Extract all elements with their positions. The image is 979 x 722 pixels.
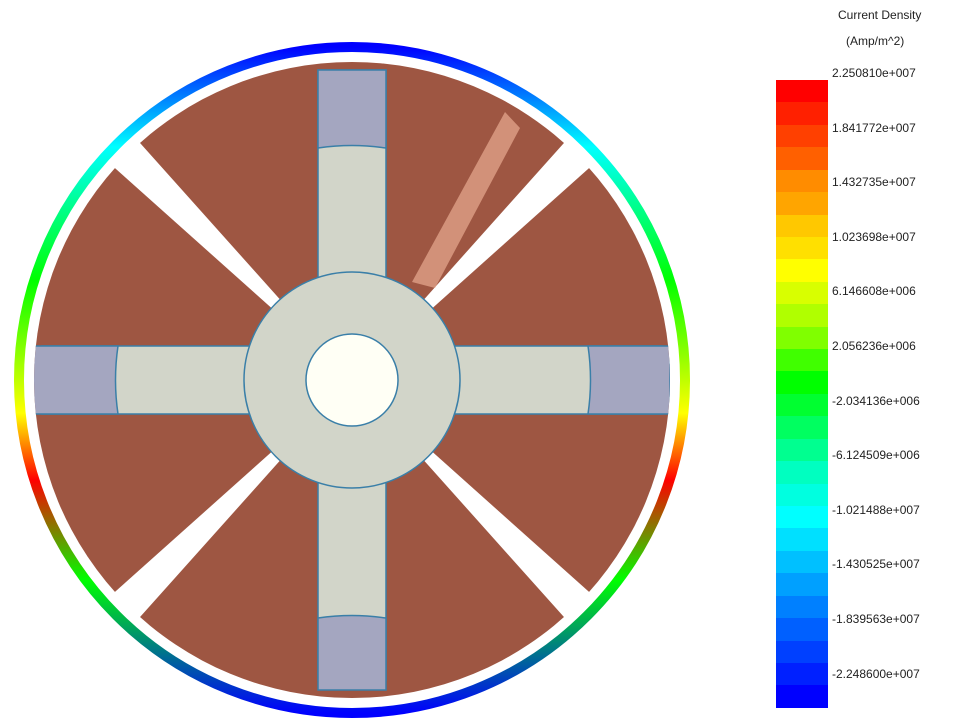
color-bar-band (776, 483, 828, 507)
legend-tick-label: 2.250810e+007 (832, 66, 916, 80)
color-bar (776, 80, 828, 708)
color-bar-band (776, 528, 828, 551)
legend-tick-label: -2.248600e+007 (832, 666, 920, 681)
color-bar-band (776, 662, 828, 686)
color-bar-band (776, 214, 828, 237)
color-bar-band (776, 618, 828, 641)
legend-tick-label: 6.146608e+006 (832, 284, 916, 299)
color-bar-band (776, 393, 828, 417)
legend-tick-label: 2.056236e+006 (832, 339, 916, 353)
legend-tick-label: 1.841772e+007 (832, 120, 916, 135)
legend-tick-label: 1.023698e+007 (832, 229, 916, 244)
color-bar-band (776, 102, 828, 125)
outer-ring (14, 42, 690, 718)
color-bar-band (776, 573, 828, 596)
color-bar-band (776, 550, 828, 574)
color-bar-band (776, 461, 828, 484)
color-bar-band (776, 147, 828, 170)
color-bar-band (776, 640, 828, 663)
color-bar-band (776, 259, 828, 282)
color-bar-band (776, 349, 828, 372)
color-bar-band (776, 236, 828, 260)
color-bar-band (776, 80, 828, 103)
motor-cross-section (14, 42, 690, 718)
color-bar-band (776, 304, 828, 327)
color-bar-band (776, 326, 828, 350)
legend-tick-label: -2.034136e+006 (832, 393, 920, 408)
color-bar-band (776, 506, 828, 529)
legend-tick-label: -1.021488e+007 (832, 502, 920, 517)
legend-tick-label: 1.432735e+007 (832, 175, 916, 190)
color-bar-band (776, 169, 828, 193)
color-bar-band (776, 595, 828, 619)
color-bar-band (776, 438, 828, 462)
legend-tick-label: -6.124509e+006 (832, 448, 920, 463)
legend-tick-label: -1.430525e+007 (832, 557, 920, 572)
slots (34, 69, 670, 691)
color-bar-band (776, 192, 828, 215)
color-bar-band (776, 371, 828, 394)
color-bar-band (776, 416, 828, 439)
color-bar-band (776, 124, 828, 148)
color-bar-band (776, 281, 828, 305)
hub-cross (41, 69, 663, 681)
legend-tick-label: -1.839563e+007 (832, 612, 920, 626)
legend-title: Current Density (838, 8, 922, 22)
center-hole (305, 333, 399, 427)
legend-units: (Amp/m^2) (846, 34, 905, 48)
color-bar-band (776, 685, 828, 708)
